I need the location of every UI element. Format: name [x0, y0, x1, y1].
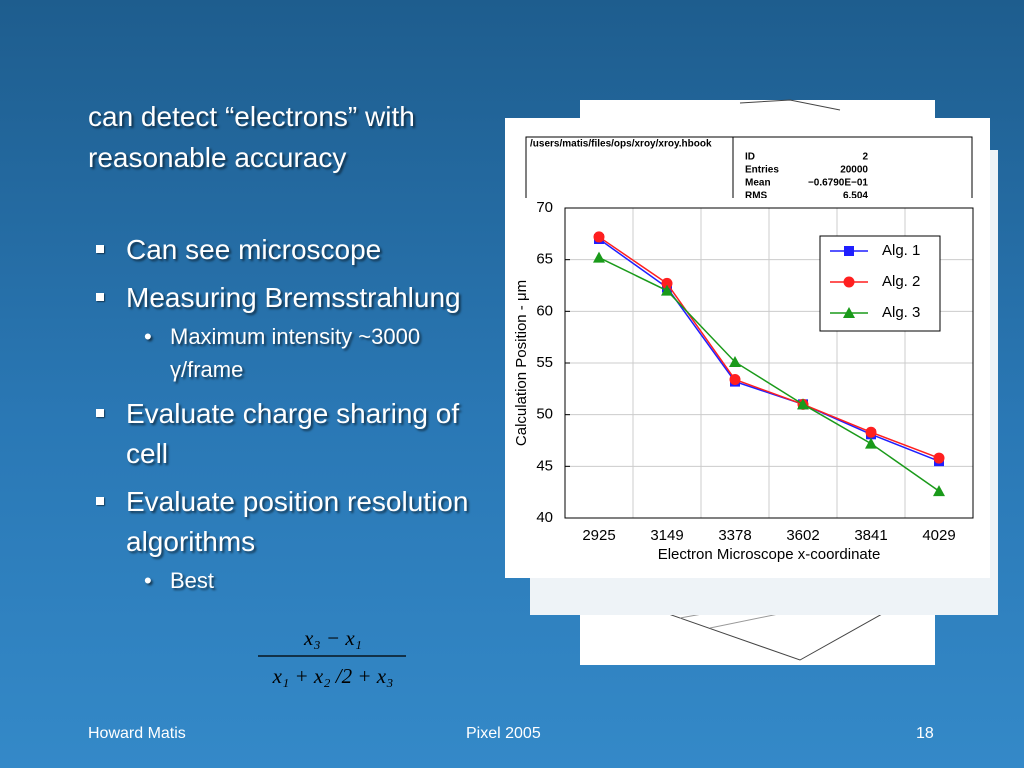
legend-label: Alg. 3 [882, 304, 920, 321]
formula: x₃ − x₁ x₁ + x₂ /2 + x₃ [258, 626, 406, 688]
bullet: Can see microscope [90, 230, 470, 270]
panel-stat-value: 2 [862, 152, 868, 163]
panel-stat-value: −0.6790E−01 [808, 178, 868, 189]
bullet-text: Measuring Bremsstrahlung [126, 282, 461, 313]
series-line [598, 256, 940, 492]
series-line [598, 236, 940, 459]
x-axis-label: Electron Microscope x-coordinate [658, 546, 881, 563]
bullet-text: Can see microscope [126, 234, 382, 265]
panel-stat-name: ID [745, 152, 755, 163]
footer-author: Howard Matis [88, 725, 186, 742]
formula-numerator: x₃ − x₁ [303, 626, 362, 650]
sub-bullet-list: Best [126, 564, 470, 597]
sub-bullet-list: Maximum intensity ~3000 γ/frame [126, 320, 470, 386]
y-tick-label: 70 [536, 199, 553, 216]
marker [729, 374, 741, 386]
series-line [598, 238, 940, 462]
panel-stat-value: 20000 [840, 165, 868, 176]
marker [661, 277, 673, 289]
legend-box [819, 235, 941, 332]
marker [661, 284, 673, 296]
x-tick-label: 3602 [786, 527, 819, 544]
legend-label: Alg. 2 [882, 273, 920, 290]
bullet-text: Evaluate position resolution algorithms [126, 486, 469, 557]
marker [729, 355, 741, 367]
marker [933, 452, 945, 464]
sub-bullet: Maximum intensity ~3000 γ/frame [126, 320, 470, 386]
panel-stat-name: Entries [745, 165, 779, 176]
marker [593, 231, 605, 243]
footer-event: Pixel 2005 [466, 725, 541, 742]
y-tick-label: 65 [536, 251, 553, 268]
marker [844, 246, 854, 256]
marker [843, 307, 855, 318]
y-tick-label: 60 [536, 302, 553, 319]
panel-stat-name: RMS [745, 191, 768, 202]
marker [865, 437, 877, 449]
marker [797, 398, 809, 410]
panel-path: /users/matis/files/ops/xroy/xroy.hbook [530, 139, 712, 150]
x-tick-label: 2925 [582, 527, 615, 544]
x-tick-label: 3378 [718, 527, 751, 544]
marker [593, 251, 605, 263]
bullet: Evaluate position resolution algorithms B… [90, 482, 470, 597]
x-tick-label: 3841 [854, 527, 887, 544]
bullet: Measuring Bremsstrahlung Maximum intensit… [90, 278, 470, 386]
y-tick-label: 50 [536, 406, 553, 423]
marker [865, 426, 877, 438]
panel-stat-name: Mean [745, 178, 771, 189]
y-axis-label: Calculation Position - μm [513, 280, 530, 446]
bullet-list: Can see microscope Measuring Bremsstrahlu… [90, 230, 470, 605]
y-tick-label: 45 [536, 457, 553, 474]
y-tick-label: 40 [536, 509, 553, 526]
bullet: Evaluate charge sharing of cell [90, 394, 470, 474]
plot-frame [564, 207, 974, 519]
slide-title: can detect “electrons” with reasonable a… [88, 101, 415, 173]
marker [933, 485, 945, 497]
footer-page: 18 [916, 725, 934, 742]
bullet-text: Evaluate charge sharing of cell [126, 398, 460, 469]
panel-stat-value: 6.504 [843, 191, 868, 202]
marker [843, 276, 855, 288]
x-tick-label: 3149 [650, 527, 683, 544]
x-tick-label: 4029 [922, 527, 955, 544]
y-tick-label: 55 [536, 354, 553, 371]
formula-denominator: x₁ + x₂ /2 + x₃ [272, 664, 394, 688]
legend-label: Alg. 1 [882, 242, 920, 259]
sub-bullet: Best [126, 564, 470, 597]
